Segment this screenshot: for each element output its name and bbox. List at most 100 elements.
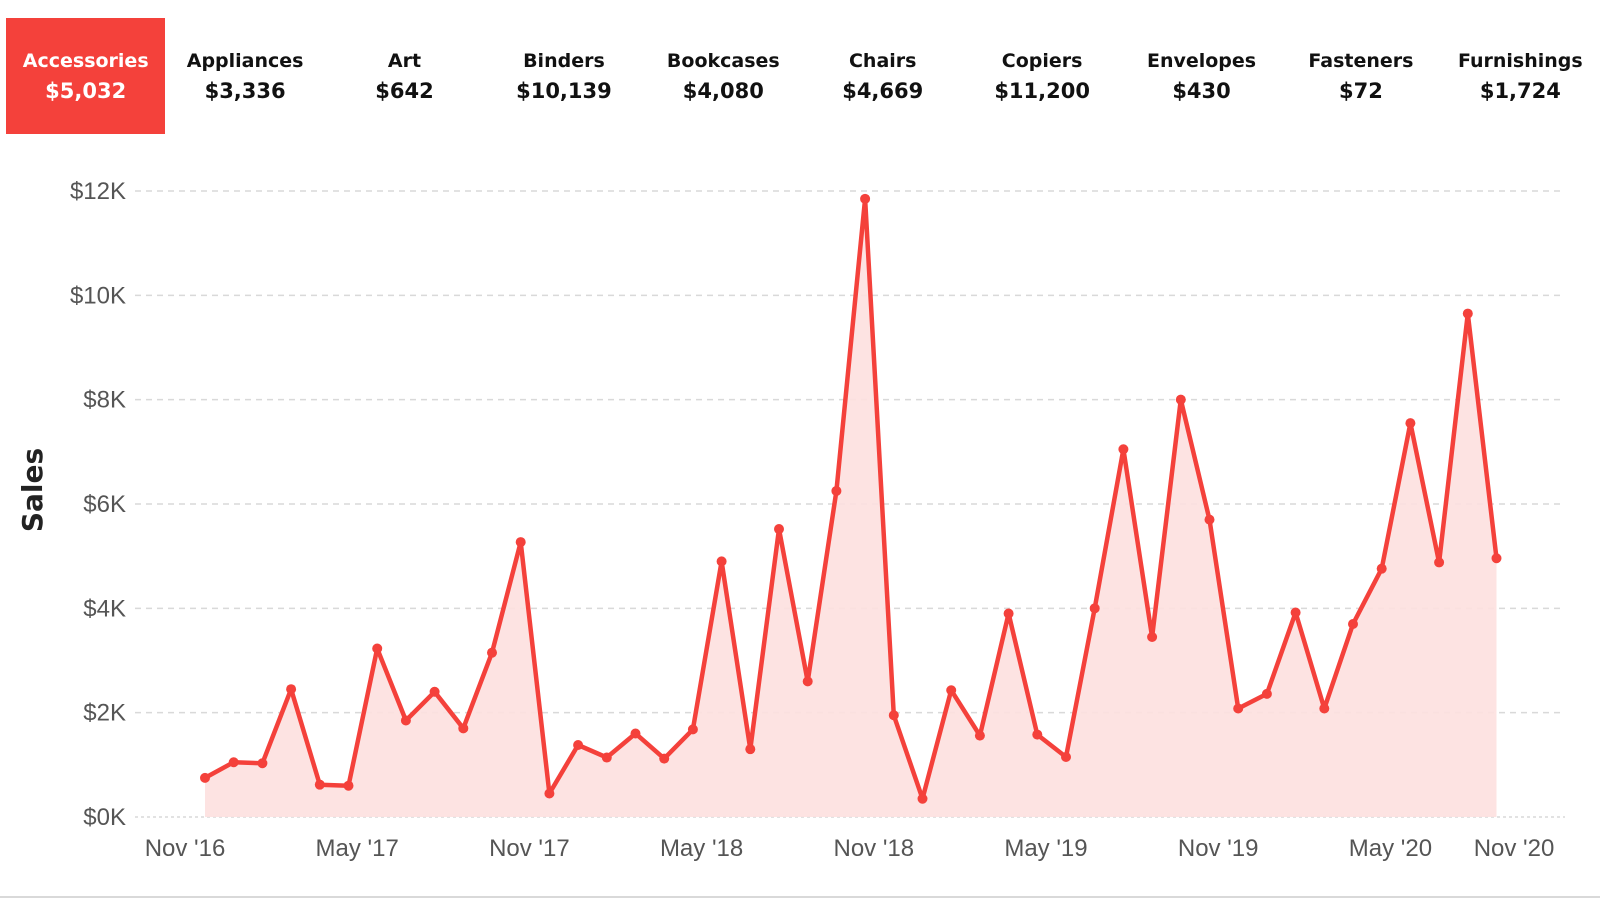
data-point[interactable] bbox=[1405, 418, 1416, 429]
data-point[interactable] bbox=[974, 730, 985, 741]
y-axis-label: Sales bbox=[16, 448, 49, 532]
data-point[interactable] bbox=[1089, 603, 1100, 614]
data-point[interactable] bbox=[1175, 394, 1186, 405]
sales-line bbox=[203, 196, 1499, 801]
data-point[interactable] bbox=[1376, 563, 1387, 574]
category-name: Fasteners bbox=[1308, 50, 1414, 72]
y-axis-ticks: $0K $2K $4K $6K $8K $10K $12K bbox=[70, 178, 126, 831]
sales-area bbox=[205, 198, 1497, 818]
data-point[interactable] bbox=[1319, 703, 1330, 714]
x-tick-label: May '19 bbox=[1004, 835, 1087, 862]
category-tile[interactable]: Copiers $11,200 bbox=[962, 18, 1121, 134]
category-name: Envelopes bbox=[1146, 50, 1257, 72]
category-value: $430 bbox=[1172, 79, 1231, 103]
x-tick-label: Nov '17 bbox=[489, 835, 570, 862]
y-tick-label: $10K bbox=[70, 282, 126, 309]
x-tick-label: Nov '19 bbox=[1178, 835, 1259, 862]
data-point[interactable] bbox=[601, 752, 612, 763]
y-tick-label: $8K bbox=[83, 387, 126, 414]
y-tick-label: $12K bbox=[70, 178, 126, 205]
data-point[interactable] bbox=[400, 715, 411, 726]
data-point[interactable] bbox=[1118, 444, 1129, 455]
category-value: $72 bbox=[1339, 79, 1383, 103]
data-point[interactable] bbox=[946, 685, 957, 696]
category-name: Copiers bbox=[1001, 50, 1083, 72]
category-value: $5,032 bbox=[45, 79, 127, 103]
category-name: Chairs bbox=[848, 50, 917, 72]
category-tile[interactable]: Bookcases $4,080 bbox=[644, 18, 803, 134]
bottom-divider bbox=[0, 896, 1600, 898]
category-name: Bookcases bbox=[666, 50, 780, 72]
category-tile[interactable]: Envelopes $430 bbox=[1122, 18, 1281, 134]
data-point[interactable] bbox=[1032, 729, 1043, 740]
x-axis-ticks: Nov '16 May '17 Nov '17 May '18 Nov '18 May '… bbox=[145, 835, 1555, 862]
data-point[interactable] bbox=[1434, 557, 1445, 568]
x-tick-label: Nov '18 bbox=[833, 835, 914, 862]
data-point[interactable] bbox=[802, 676, 813, 687]
data-point[interactable] bbox=[860, 193, 871, 204]
data-point[interactable] bbox=[716, 556, 727, 567]
data-point[interactable] bbox=[831, 485, 842, 496]
data-point[interactable] bbox=[544, 788, 555, 799]
data-point[interactable] bbox=[372, 643, 383, 654]
category-name: Binders bbox=[523, 50, 605, 72]
y-tick-label: $6K bbox=[83, 491, 126, 518]
category-name: Art bbox=[387, 50, 422, 72]
data-point[interactable] bbox=[286, 684, 297, 695]
data-point[interactable] bbox=[888, 710, 899, 721]
y-tick-label: $4K bbox=[83, 595, 126, 622]
data-point[interactable] bbox=[487, 647, 497, 658]
data-point[interactable] bbox=[1233, 703, 1244, 714]
data-point[interactable] bbox=[1061, 752, 1071, 763]
y-tick-label: $2K bbox=[83, 700, 126, 727]
data-point[interactable] bbox=[1261, 688, 1272, 699]
x-tick-label: Nov '16 bbox=[145, 835, 226, 862]
data-point[interactable] bbox=[228, 757, 239, 768]
category-value: $4,669 bbox=[842, 79, 924, 103]
x-tick-label: Nov '20 bbox=[1474, 835, 1555, 862]
category-name: Furnishings bbox=[1457, 50, 1583, 72]
category-tile[interactable]: Binders $10,139 bbox=[484, 18, 643, 134]
category-value: $4,080 bbox=[682, 79, 764, 103]
data-point[interactable] bbox=[630, 728, 641, 739]
data-point[interactable] bbox=[1348, 618, 1358, 629]
data-point[interactable] bbox=[774, 524, 784, 535]
x-tick-label: May '18 bbox=[660, 835, 743, 862]
data-point[interactable] bbox=[458, 723, 469, 734]
data-point[interactable] bbox=[257, 758, 268, 769]
x-tick-label: May '20 bbox=[1349, 835, 1432, 862]
category-value: $3,336 bbox=[204, 79, 286, 103]
category-tile[interactable]: Furnishings $1,724 bbox=[1441, 18, 1600, 134]
data-point[interactable] bbox=[1491, 553, 1502, 564]
data-point[interactable] bbox=[200, 772, 210, 783]
data-point[interactable] bbox=[1003, 608, 1014, 619]
data-point[interactable] bbox=[659, 753, 670, 764]
sales-area-chart: $0K$2K$4K$6K$8K$10K$12K Nov '16 May '17 No… bbox=[16, 178, 1565, 862]
data-point[interactable] bbox=[314, 779, 325, 790]
y-tick-label: $0K bbox=[83, 804, 126, 831]
category-value: $1,724 bbox=[1479, 79, 1561, 103]
category-value: $642 bbox=[375, 79, 434, 103]
data-point[interactable] bbox=[1204, 514, 1215, 525]
category-tile[interactable]: Art $642 bbox=[325, 18, 484, 134]
category-filter-tiles: Accessories $5,032 Appliances $3,336 Art $642… bbox=[6, 18, 1600, 134]
data-point[interactable] bbox=[745, 744, 756, 755]
x-tick-label: May '17 bbox=[316, 835, 399, 862]
category-tile[interactable]: Appliances $3,336 bbox=[165, 18, 324, 134]
data-point[interactable] bbox=[343, 780, 354, 791]
category-tile[interactable]: Accessories $5,032 bbox=[6, 18, 166, 134]
category-name: Appliances bbox=[186, 50, 304, 72]
data-point[interactable] bbox=[687, 724, 698, 735]
data-point[interactable] bbox=[1462, 308, 1473, 319]
category-tile[interactable]: Fasteners $72 bbox=[1281, 18, 1440, 134]
data-point[interactable] bbox=[1147, 632, 1158, 643]
data-point[interactable] bbox=[515, 537, 526, 548]
sales-points bbox=[200, 193, 1502, 804]
data-point[interactable] bbox=[573, 740, 584, 751]
category-value: $10,139 bbox=[516, 79, 612, 103]
category-value: $11,200 bbox=[994, 79, 1090, 103]
data-point[interactable] bbox=[917, 793, 928, 804]
data-point[interactable] bbox=[1290, 607, 1301, 618]
category-tile[interactable]: Chairs $4,669 bbox=[803, 18, 962, 134]
data-point[interactable] bbox=[429, 686, 440, 697]
